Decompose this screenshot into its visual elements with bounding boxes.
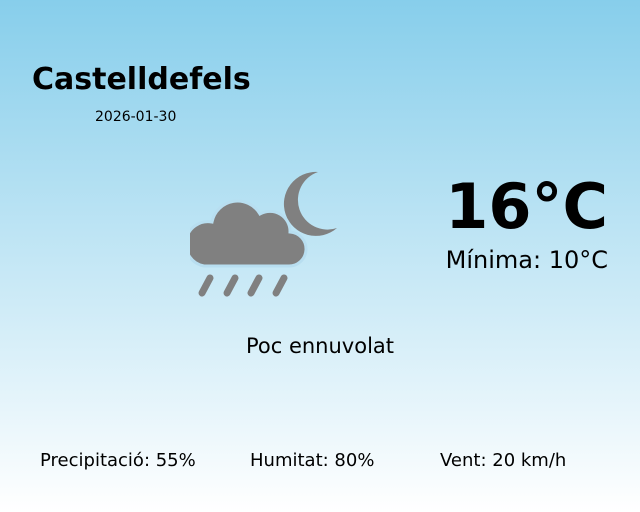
minimum-temperature: Mínima: 10°C [445,246,608,274]
current-temperature: 16°C [445,170,608,243]
weather-description: Poc ennuvolat [245,334,395,358]
night-cloud-rain-icon [190,171,337,297]
humidity: Humitat: 80% [250,450,375,471]
precipitation: Precipitació: 55% [40,450,196,471]
date: 2026-01-30 [95,109,177,125]
wind: Vent: 20 km/h [440,450,567,471]
city-name: Castelldefels [32,62,251,97]
